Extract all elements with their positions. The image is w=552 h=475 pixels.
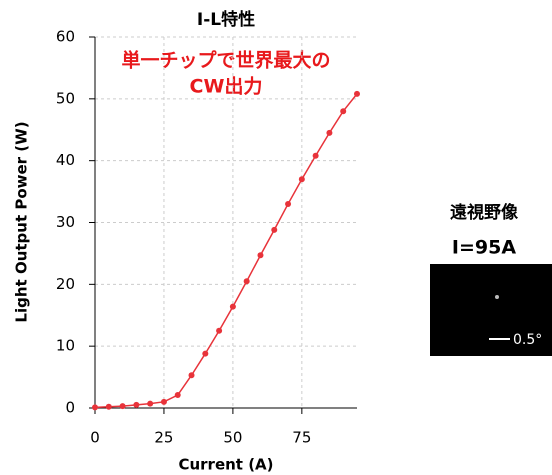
x-tick-label: 0 [90,429,100,447]
inset-condition: I=95A [452,237,516,259]
chart-title: I-L特性 [197,9,255,30]
data-point [92,404,98,410]
y-tick-label: 60 [56,28,75,46]
data-point [120,403,126,409]
data-point [340,108,346,114]
y-tick-label: 40 [56,151,75,169]
data-point [161,399,167,405]
data-point [216,328,222,334]
data-point [326,130,332,136]
annotation: CW出力 [190,75,263,98]
data-point [285,201,291,207]
data-point [106,404,112,410]
y-tick-label: 0 [65,399,75,417]
data-point [189,372,195,378]
x-tick-label: 25 [154,429,173,447]
data-point [299,176,305,182]
data-point [202,351,208,357]
data-point [133,402,139,408]
series-line [95,94,357,407]
y-axis-label: Light Output Power (W) [13,121,31,322]
data-point [271,227,277,233]
x-tick-label: 50 [223,429,242,447]
data-point [244,278,250,284]
x-tick-label: 75 [292,429,311,447]
inset-title: 遠視野像 [450,202,519,223]
y-tick-label: 30 [56,213,75,231]
y-tick-label: 50 [56,89,75,107]
data-point [175,392,181,398]
annotation: 単一チップで世界最大の [121,49,330,72]
data-point [313,153,319,159]
x-axis-label: Current (A) [178,456,273,474]
data-point [257,252,263,258]
scale-label: 0.5° [513,332,542,348]
y-tick-label: 10 [56,337,75,355]
chart: I-L特性 単一チップで世界最大の CW出力 Current (A) Light… [0,0,552,475]
y-tick-label: 20 [56,275,75,293]
data-point [230,304,236,310]
beam-spot [495,295,499,299]
data-point [354,91,360,97]
data-point [147,401,153,407]
